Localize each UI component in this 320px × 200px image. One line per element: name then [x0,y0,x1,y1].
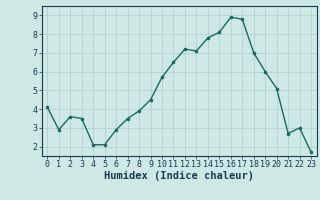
X-axis label: Humidex (Indice chaleur): Humidex (Indice chaleur) [104,171,254,181]
